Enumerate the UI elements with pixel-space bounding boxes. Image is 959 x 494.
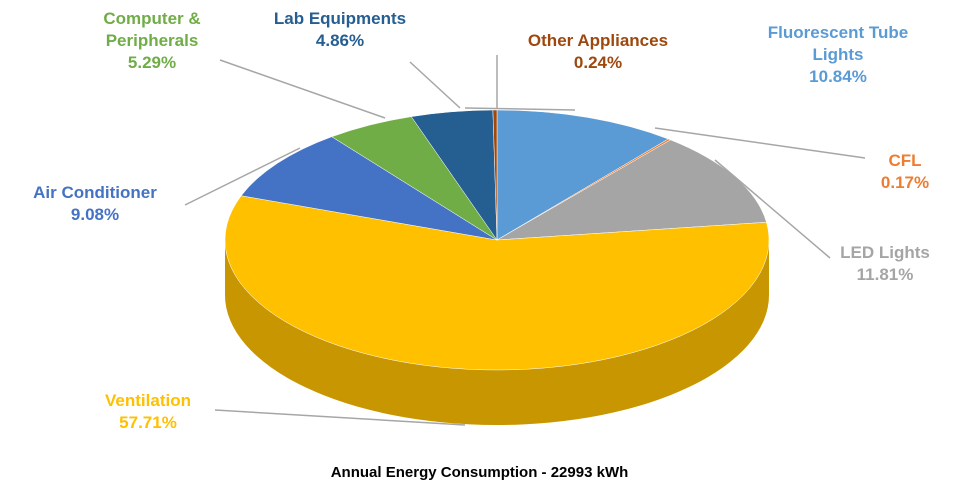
category-label: Other Appliances <box>527 31 669 50</box>
value-label: 10.84% <box>809 67 867 86</box>
value-label: 0.17% <box>880 173 930 192</box>
category-label: Computer & Peripherals <box>103 9 201 50</box>
chart-title: Annual Energy Consumption - 22993 kWh <box>330 464 629 481</box>
leader-line <box>219 59 386 119</box>
data-label: Computer & Peripherals 5.29% <box>77 8 227 74</box>
leader-line <box>409 61 461 109</box>
value-label: 4.86% <box>315 31 365 50</box>
value-label: 9.08% <box>70 205 120 224</box>
category-label: Ventilation <box>105 391 191 410</box>
side-shade <box>225 240 769 425</box>
leader-line <box>464 107 576 111</box>
leader-line <box>654 127 866 159</box>
slice <box>496 109 669 241</box>
leader-line <box>184 147 301 206</box>
value-label: 57.71% <box>119 413 177 432</box>
data-label: CFL 0.17% <box>875 150 935 194</box>
slice <box>492 109 498 241</box>
data-label: Lab Equipments 4.86% <box>245 8 435 52</box>
data-label: Air Conditioner 9.08% <box>0 182 190 226</box>
value-label: 5.29% <box>127 53 177 72</box>
slice <box>240 136 498 241</box>
slice <box>224 195 770 371</box>
category-label: Fluorescent Tube Lights <box>767 23 909 64</box>
value-label: 11.81% <box>856 265 914 284</box>
category-label: CFL <box>888 151 922 170</box>
category-label: Air Conditioner <box>33 183 157 202</box>
slice-side <box>225 240 769 425</box>
category-label: LED Lights <box>840 243 930 262</box>
leader-line <box>714 159 831 259</box>
leader-line <box>214 409 466 426</box>
data-label: Fluorescent Tube Lights 10.84% <box>763 22 913 88</box>
data-label: Ventilation 57.71% <box>73 390 223 434</box>
data-label: Other Appliances 0.24% <box>493 30 703 74</box>
category-label: Lab Equipments <box>273 9 407 28</box>
data-label: LED Lights 11.81% <box>820 242 950 286</box>
value-label: 0.24% <box>573 53 623 72</box>
